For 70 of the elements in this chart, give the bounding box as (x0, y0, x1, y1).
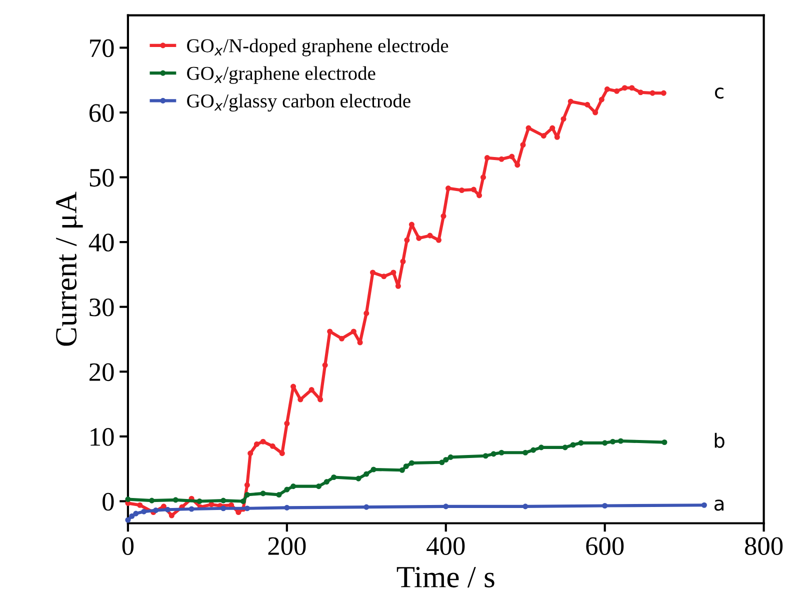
y-tick-label: 70 (90, 39, 114, 58)
point (260, 490, 266, 496)
point (172, 497, 178, 503)
point (284, 486, 290, 492)
y-tick-label: 10 (90, 428, 114, 446)
point (562, 444, 568, 450)
point (276, 492, 282, 498)
annotation: a (714, 500, 724, 511)
y-axis-title: Current / μA (56, 192, 83, 346)
point (498, 450, 504, 456)
point (522, 450, 528, 456)
point (364, 504, 370, 510)
point (141, 508, 147, 514)
point (602, 502, 608, 509)
x-tick-label: 200 (268, 537, 306, 556)
point (482, 453, 488, 459)
point (701, 502, 707, 508)
point (244, 492, 250, 498)
annotation: c (715, 88, 724, 99)
point (188, 506, 194, 512)
point (618, 438, 624, 444)
x-tick-label: 800 (745, 537, 783, 556)
point (356, 476, 362, 482)
point (244, 506, 250, 512)
y-tick-label: 30 (90, 298, 114, 316)
point (129, 513, 135, 519)
point (290, 484, 296, 490)
point (490, 451, 496, 457)
point (530, 447, 536, 453)
x-axis-title: Time / s (396, 566, 494, 588)
point (125, 517, 131, 523)
legend-label: GO$_{x}$/glassy carbon electrode (187, 94, 410, 112)
point (220, 498, 226, 504)
point (578, 440, 584, 446)
point (370, 466, 376, 472)
point (662, 439, 668, 446)
y-tick-label: 60 (90, 104, 114, 122)
point (399, 467, 405, 473)
x-tick-label: 600 (586, 537, 624, 556)
point (448, 454, 454, 460)
point (331, 474, 337, 480)
point (439, 460, 445, 466)
point (443, 504, 449, 510)
point (220, 506, 226, 512)
point (570, 442, 576, 448)
legend-label: GO$_{x}$/graphene electrode (187, 66, 376, 84)
point (602, 440, 608, 446)
x-tick-label: 400 (426, 537, 465, 556)
annotation: b (714, 432, 724, 448)
y-tick-label: 0 (102, 492, 114, 511)
point (364, 471, 370, 477)
point (443, 456, 449, 463)
legend-label: GO$_{x}$/N-doped graphene electrode (187, 38, 448, 56)
y-tick-label: 20 (90, 363, 114, 382)
point (164, 506, 170, 512)
x-tick-label: 0 (122, 537, 134, 556)
point (408, 460, 414, 466)
point (403, 463, 409, 470)
point (196, 498, 202, 504)
point (240, 498, 246, 504)
point (133, 510, 139, 516)
point (152, 508, 159, 514)
point (522, 504, 528, 510)
point (125, 496, 131, 502)
point (316, 484, 322, 490)
y-tick-label: 50 (90, 168, 114, 187)
point (610, 438, 616, 444)
y-tick-label: 40 (88, 234, 114, 252)
point (324, 479, 330, 485)
point (284, 504, 290, 510)
